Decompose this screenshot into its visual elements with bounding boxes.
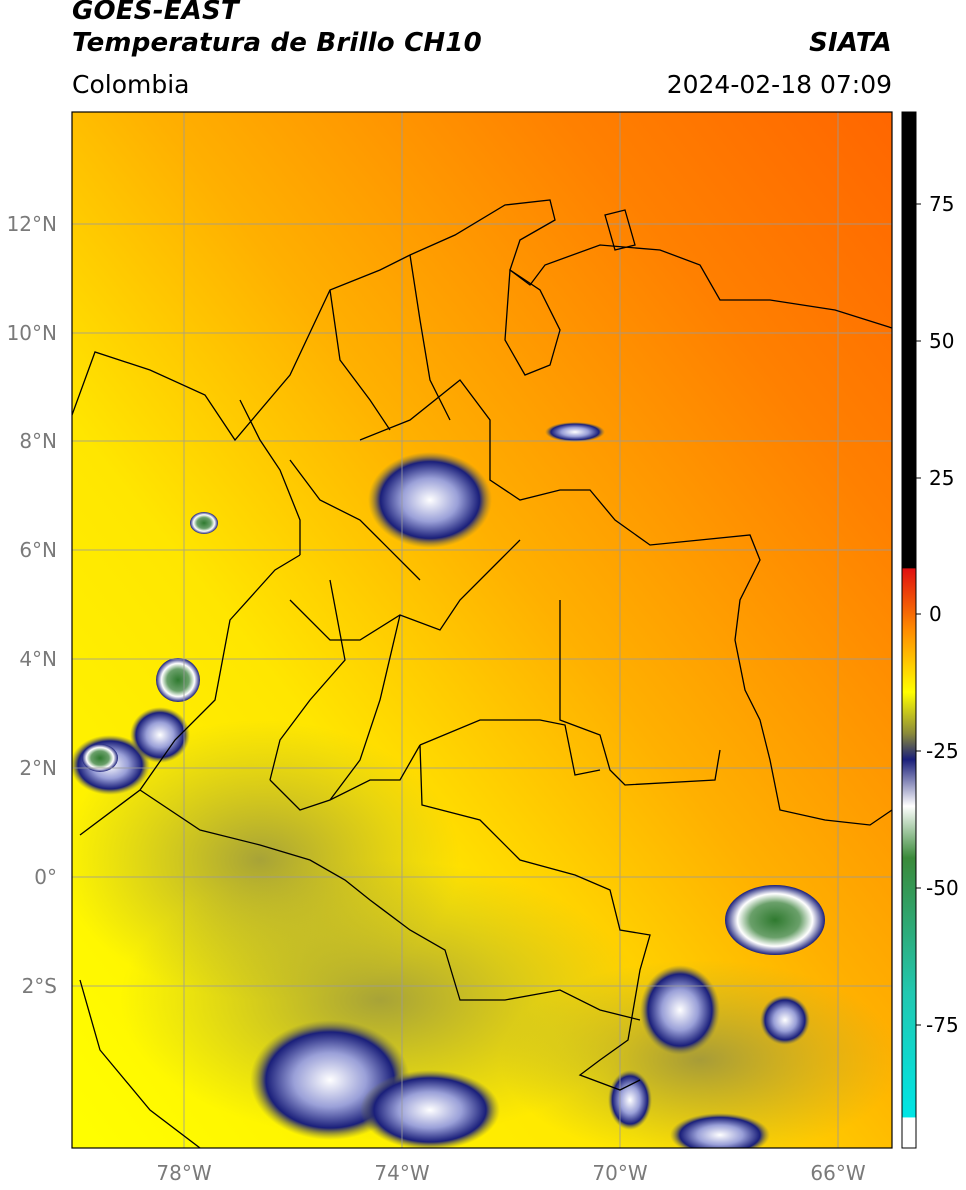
- colorbar-tick-label: -75: [926, 1013, 959, 1037]
- colorbar-ticks: [916, 203, 921, 1026]
- latitude-axis: 12°N 10°N 8°N 6°N 4°N 2°N 0° 2°S: [7, 212, 57, 998]
- convective-cloud: [670, 1113, 770, 1148]
- lat-tick-label: 12°N: [7, 212, 57, 236]
- cold-cloud-top: [156, 658, 200, 702]
- map-title-line1: GOES-EAST: [72, 0, 239, 26]
- lat-tick-label: 8°N: [19, 429, 57, 453]
- convective-cloud: [368, 452, 492, 548]
- map-panel: [72, 112, 892, 1148]
- convective-cloud: [545, 422, 605, 442]
- colorbar-tick-label: 75: [929, 192, 954, 216]
- lon-tick-label: 70°W: [592, 1161, 647, 1185]
- colorbar-tick-label: 50: [929, 329, 954, 353]
- convective-cloud: [760, 995, 810, 1045]
- colorbar-scale: [901, 111, 917, 1149]
- colorbar-tick-label: 25: [929, 466, 954, 490]
- lat-tick-label: 10°N: [7, 321, 57, 345]
- cold-cloud-top: [190, 512, 218, 534]
- convective-cloud: [640, 965, 720, 1055]
- colorbar-tick-label: -25: [926, 739, 959, 763]
- cold-cloud-top: [725, 885, 825, 955]
- map-frame: [71, 111, 893, 1149]
- convective-cloud: [360, 1070, 500, 1148]
- brand-label: SIATA: [809, 28, 892, 58]
- lat-tick-label: 4°N: [19, 647, 57, 671]
- lon-tick-label: 74°W: [374, 1161, 429, 1185]
- map-title-line2: Temperatura de Brillo CH10: [72, 28, 482, 58]
- convective-cloud: [608, 1070, 652, 1130]
- longitude-axis: 78°W 74°W 70°W 66°W: [156, 1161, 865, 1185]
- lat-tick-label: 2°N: [19, 756, 57, 780]
- lat-tick-label: 6°N: [19, 538, 57, 562]
- cold-cloud-top: [82, 744, 118, 772]
- colorbar: 75 50 25 0 -25 -50 -75: [901, 111, 959, 1149]
- region-label: Colombia: [72, 70, 190, 99]
- lat-tick-label: 2°S: [22, 974, 57, 998]
- graticule: [72, 112, 892, 1148]
- colorbar-tick-label: -50: [926, 876, 959, 900]
- convective-cloud: [130, 707, 190, 763]
- datetime-label: 2024-02-18 07:09: [666, 70, 892, 99]
- lon-tick-label: 78°W: [156, 1161, 211, 1185]
- lat-tick-label: 0°: [34, 865, 57, 889]
- coastlines-and-borders: [72, 199, 892, 1148]
- colorbar-tick-label: 0: [929, 602, 942, 626]
- lon-tick-label: 66°W: [810, 1161, 865, 1185]
